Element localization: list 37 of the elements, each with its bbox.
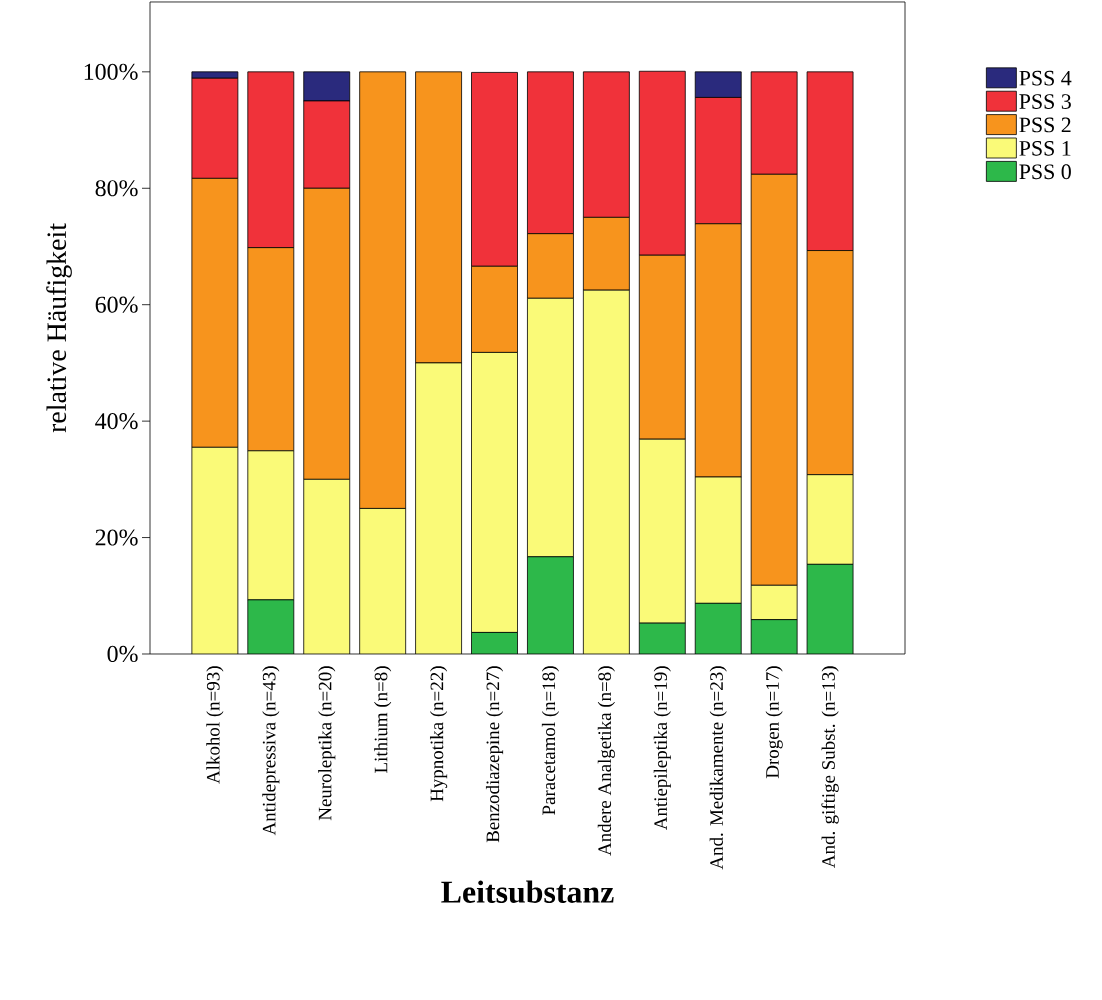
y-tick-label: 20% xyxy=(95,529,138,546)
x-tick-label: Antidepressiva (n=43) xyxy=(262,666,280,836)
bar xyxy=(247,450,295,601)
legend-label: PSS 4 xyxy=(1019,70,1072,86)
x-tick-label: Antiepileptika (n=19) xyxy=(653,666,671,831)
x-tick-label: Neuroleptika (n=20) xyxy=(318,666,336,821)
bar xyxy=(191,446,239,654)
x-tick-label: Hypnotika (n=22) xyxy=(429,666,448,802)
y-tick-label: 100% xyxy=(84,63,138,80)
y-tick-label: 0% xyxy=(107,645,138,663)
x-tick-label: Lithium (n=8) xyxy=(374,666,392,773)
x-tick-label: Benzodiazepine (n=27) xyxy=(485,666,504,843)
bar xyxy=(750,584,798,621)
x-tick-label: And. giftige Subst. (n=13) xyxy=(821,666,839,868)
bar xyxy=(694,476,742,604)
bar xyxy=(582,289,630,654)
x-tick-label: Alkohol (n=93) xyxy=(206,666,224,784)
legend-label: PSS 3 xyxy=(1019,94,1071,109)
legend-label: PSS 1 xyxy=(1019,141,1071,156)
legend-label: PSS 0 xyxy=(1019,164,1071,180)
y-tick-label: 40% xyxy=(95,413,138,430)
bar xyxy=(415,362,462,654)
x-tick-label: Paracetamol (n=18) xyxy=(541,666,560,815)
x-axis-title: Leitsubstanz xyxy=(441,880,614,903)
x-tick-label: Andere Analgetika (n=8) xyxy=(597,666,615,856)
y-tick-label: 60% xyxy=(95,296,138,313)
bar xyxy=(527,297,574,558)
legend-label: PSS 2 xyxy=(1019,117,1071,133)
x-tick-label: And. Medikamente (n=23) xyxy=(709,666,727,870)
bar xyxy=(806,474,854,565)
y-tick-label: 80% xyxy=(95,180,138,197)
y-axis-title: relative Häufigkeit xyxy=(46,223,72,433)
bar xyxy=(638,438,686,624)
bar xyxy=(303,478,351,654)
bar xyxy=(359,508,407,654)
bar xyxy=(471,352,518,633)
x-tick-label: Drogen (n=17) xyxy=(765,666,783,779)
